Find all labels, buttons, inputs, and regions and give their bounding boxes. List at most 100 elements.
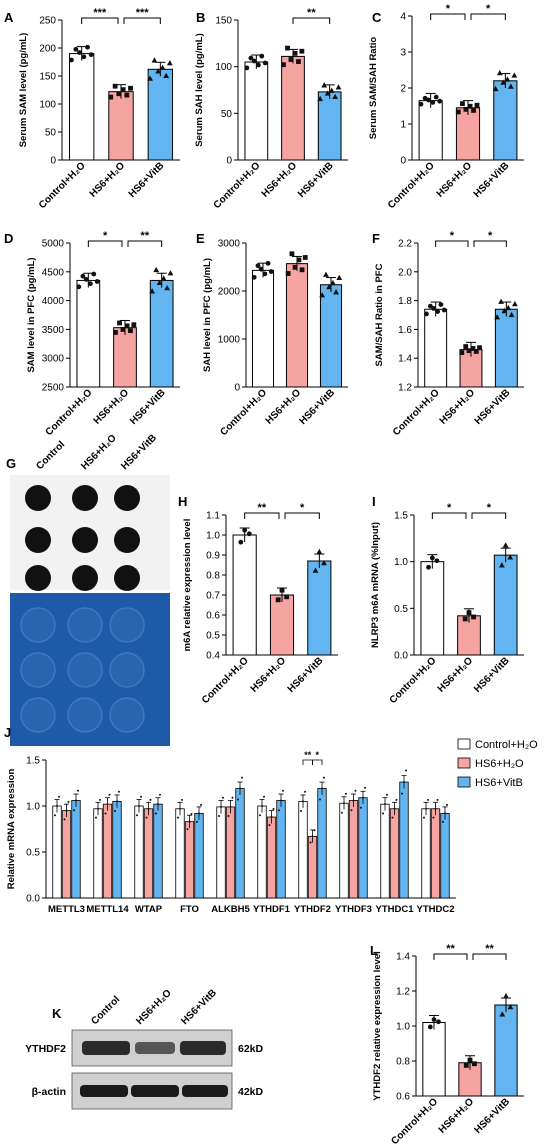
bar — [184, 821, 195, 899]
data-point — [427, 798, 429, 801]
data-point — [462, 616, 468, 622]
stain-spot — [67, 652, 103, 688]
data-point — [163, 72, 170, 79]
y-tick-label: 1.0 — [394, 557, 408, 568]
data-point — [227, 815, 230, 818]
blot-band — [80, 1085, 128, 1097]
data-point — [393, 807, 396, 810]
data-point — [324, 90, 331, 96]
bar — [420, 561, 445, 656]
data-point — [87, 281, 93, 287]
x-tick-label: HS6+H₂O — [92, 387, 132, 427]
data-point — [104, 812, 107, 815]
data-point — [300, 810, 302, 813]
significance-bracket — [472, 953, 507, 960]
data-point — [326, 283, 333, 290]
significance-bracket — [312, 759, 323, 765]
legend-swatch — [457, 738, 471, 750]
data-point — [124, 92, 130, 98]
data-point — [312, 567, 319, 573]
data-point — [466, 610, 472, 616]
x-tick-label: HS6+VitB — [472, 1096, 512, 1136]
stain-spot — [67, 697, 103, 733]
bar — [285, 263, 309, 388]
x-tick-label: Control+H₂O — [212, 160, 263, 211]
y-tick-label: 1.8 — [398, 296, 412, 307]
stain-spot — [67, 607, 103, 643]
x-tick-label: YTHDF2 — [294, 904, 331, 915]
data-point — [470, 346, 476, 351]
panel-letter: L — [370, 943, 378, 958]
data-point — [160, 275, 167, 281]
data-point — [350, 809, 353, 812]
legend-swatch — [457, 776, 471, 788]
x-tick-label: HS6+VitB — [472, 160, 512, 200]
data-point — [268, 824, 271, 827]
data-point — [83, 276, 89, 282]
data-point — [289, 251, 295, 257]
data-point — [229, 805, 232, 808]
x-tick-label: Control+H₂O — [389, 1096, 440, 1147]
data-point — [262, 271, 268, 277]
significance-bracket — [470, 13, 506, 20]
data-point — [131, 322, 137, 328]
data-point — [296, 257, 302, 263]
data-point — [382, 812, 384, 815]
x-tick-label: METTL14 — [86, 904, 129, 915]
bar — [235, 788, 245, 899]
data-point — [58, 795, 60, 798]
y-tick-label: 150 — [215, 16, 232, 27]
data-point — [63, 818, 66, 821]
data-point — [73, 46, 79, 52]
y-tick-label: 2.2 — [398, 239, 412, 250]
bar — [319, 284, 343, 388]
data-point — [190, 813, 193, 816]
y-tick-label: 0.6 — [396, 1092, 410, 1103]
bar — [389, 808, 400, 899]
blot-band — [180, 1041, 226, 1055]
data-point — [54, 814, 56, 817]
data-point — [328, 87, 335, 93]
data-point — [81, 54, 87, 60]
panel-d: D 2500 3000 3500 4000 4500 5000 SAM level in PF… — [4, 230, 180, 438]
data-point — [299, 48, 305, 54]
x-tick-label: Control+H₂O — [391, 387, 442, 438]
bar — [348, 800, 359, 899]
data-point — [265, 260, 271, 266]
bar — [68, 53, 95, 161]
data-point — [466, 348, 472, 354]
x-tick-label: METTL3 — [48, 904, 85, 915]
data-point — [65, 809, 68, 812]
data-point — [188, 820, 191, 823]
significance-bracket — [127, 240, 163, 247]
bar — [93, 808, 103, 899]
data-point — [433, 94, 439, 100]
stain-spot — [109, 697, 145, 733]
bar — [232, 534, 257, 656]
bar — [134, 805, 144, 899]
bar — [298, 801, 308, 899]
y-tick-label: 150 — [39, 72, 56, 83]
data-point — [179, 807, 181, 810]
data-point — [319, 292, 326, 298]
panel-e: E 0 1000 2000 3000 SAH level in PFC (pg/mL) Co… — [196, 231, 348, 438]
data-point — [459, 350, 465, 355]
data-point — [360, 806, 362, 809]
bar — [143, 808, 154, 899]
data-point — [108, 793, 111, 796]
data-point — [112, 83, 118, 89]
data-point — [285, 45, 290, 51]
significance-bracket — [433, 953, 468, 960]
data-point — [275, 597, 281, 603]
data-point — [463, 1063, 469, 1068]
data-point — [354, 789, 357, 792]
x-tick-label: HS6+H₂O — [438, 387, 478, 427]
data-point — [128, 85, 133, 91]
data-point — [159, 793, 161, 796]
significance-label: ** — [307, 7, 316, 19]
band-size-label: 42kD — [238, 1086, 264, 1098]
significance-bracket — [123, 17, 161, 24]
y-tick-label: 4 — [400, 12, 406, 23]
data-point — [362, 796, 364, 799]
